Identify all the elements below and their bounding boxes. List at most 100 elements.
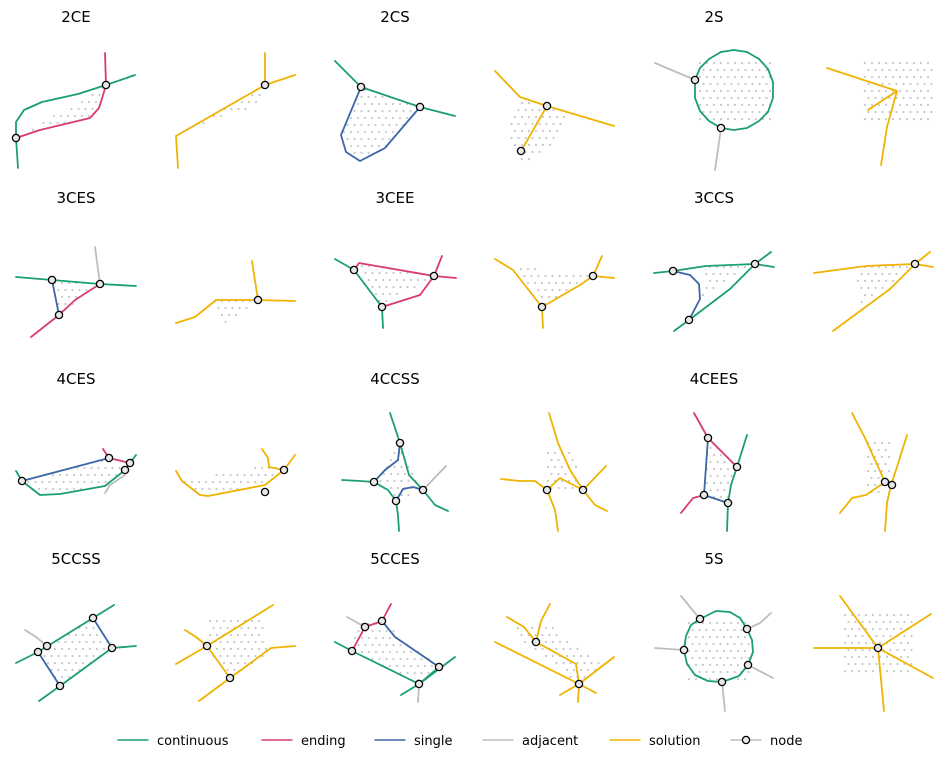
hatch-dot: [377, 130, 381, 134]
hatch-dot: [694, 649, 698, 653]
hatch-dot: [84, 107, 87, 111]
hatch-dot: [72, 487, 76, 491]
hatch-dot: [403, 472, 407, 476]
hatch-dot: [875, 620, 878, 624]
hatch-dot: [360, 123, 363, 127]
hatch-dot: [64, 302, 67, 306]
hatch-dot: [367, 137, 370, 141]
hatch-dot: [902, 82, 905, 86]
hatch-dot: [94, 100, 98, 104]
node: [887, 480, 897, 490]
hatch-dot: [215, 619, 219, 623]
hatch-dot: [877, 61, 881, 65]
hatch-dot: [53, 647, 57, 651]
hatch-dot: [705, 75, 709, 79]
hatch-dot: [86, 473, 90, 477]
hatch-dot: [540, 281, 544, 285]
hatch-dot: [579, 668, 583, 672]
node: [578, 485, 588, 495]
hatch-dot: [730, 110, 733, 114]
hatch-dot: [388, 123, 391, 127]
hatch-dot: [243, 633, 247, 637]
hatch-dot: [857, 641, 861, 645]
node: [95, 279, 105, 289]
hatch-dot: [381, 650, 385, 654]
hatch-dot: [551, 654, 555, 658]
hatch-dot: [555, 129, 559, 133]
hatch-dot: [392, 271, 395, 275]
hatch-dot: [427, 671, 430, 675]
hatch-dot: [903, 648, 906, 652]
hatch-dot: [356, 130, 360, 134]
hatch-dot: [257, 473, 260, 477]
hatch-dot: [736, 677, 740, 681]
hatch-dot: [716, 488, 719, 492]
hatch-dot: [69, 480, 72, 484]
hatch-dot: [58, 487, 62, 491]
hatch-dot: [202, 121, 205, 125]
hatch-dot: [67, 647, 71, 651]
diagram-3ccs-solution: [813, 251, 934, 332]
edge-solution: [175, 454, 296, 497]
hatch-dot: [716, 68, 719, 72]
hatch-dot: [867, 110, 870, 114]
hatch-dot: [873, 469, 877, 473]
hatch-dot: [715, 649, 719, 653]
hatch-dot: [715, 663, 719, 667]
hatch-dot: [550, 472, 553, 476]
hatch-dot: [385, 657, 388, 661]
hatch-dot: [751, 110, 754, 114]
hatch-dot: [733, 628, 736, 632]
node: [11, 133, 21, 143]
hatch-dot: [230, 107, 233, 111]
node: [414, 679, 424, 689]
hatch-dot: [409, 109, 412, 113]
diagram-3ccs-graph: [653, 251, 775, 332]
hatch-dot: [555, 661, 558, 665]
hatch-dot: [898, 265, 902, 269]
hatch-dot: [881, 286, 884, 290]
edge-adjacent: [680, 595, 701, 620]
hatch-dot: [899, 613, 903, 617]
hatch-dot: [371, 271, 374, 275]
hatch-dot: [381, 636, 385, 640]
hatch-dot: [887, 469, 891, 473]
hatch-dot: [910, 648, 913, 652]
hatch-dot: [751, 68, 754, 72]
hatch-dot: [896, 662, 899, 666]
hatch-dot: [554, 281, 558, 285]
edge-continuous: [15, 276, 137, 287]
edge-ending: [351, 603, 392, 652]
hatch-dot: [406, 271, 409, 275]
hatch-dot: [926, 103, 930, 107]
hatch-dot: [544, 274, 547, 278]
hatch-dot: [871, 627, 875, 631]
hatch-dot: [87, 100, 91, 104]
hatch-dot: [923, 68, 926, 72]
hatch-dot: [78, 640, 81, 644]
hatch-dot: [730, 96, 733, 100]
hatch-dot: [399, 285, 402, 289]
hatch-dot: [719, 481, 723, 485]
hatch-dot: [722, 279, 726, 283]
edge-single: [373, 442, 401, 483]
hatch-dot: [551, 288, 554, 292]
hatch-dot: [743, 635, 747, 639]
hatch-dot: [215, 633, 219, 637]
edge-solution: [494, 70, 615, 127]
hatch-dot: [910, 634, 913, 638]
node: [531, 637, 541, 647]
hatch-dot: [905, 265, 909, 269]
hatch-dot: [712, 272, 715, 276]
hatch-dot: [888, 96, 891, 100]
hatch-dot: [687, 621, 691, 625]
hatch-dot: [747, 656, 750, 660]
hatch-dot: [708, 621, 712, 625]
hatch-dot: [389, 458, 393, 462]
hatch-dot: [360, 109, 363, 113]
hatch-dot: [888, 82, 891, 86]
hatch-dot: [754, 61, 758, 65]
hatch-dot: [899, 641, 903, 645]
node: [42, 641, 52, 651]
